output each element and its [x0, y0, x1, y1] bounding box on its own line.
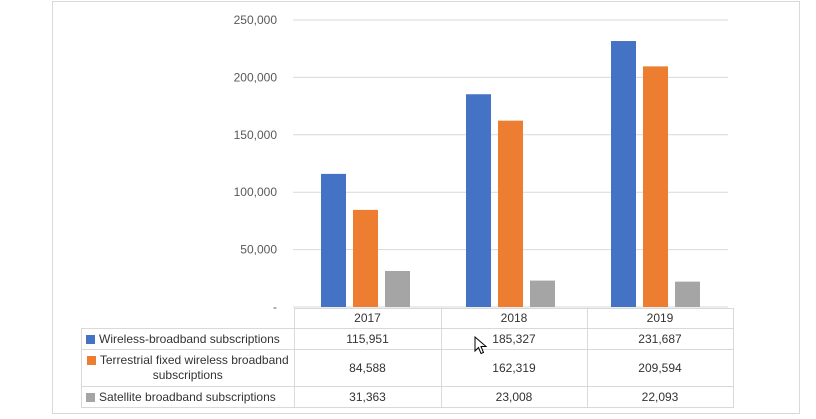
legend-swatch: [86, 355, 96, 365]
data-label: 84,588: [293, 348, 442, 387]
bar: [498, 120, 523, 307]
data-label: 209,594: [586, 348, 734, 387]
data-label: 31,363: [293, 385, 442, 408]
data-label: 185,327: [440, 327, 588, 350]
bar: [466, 94, 491, 308]
data-table: 2017 2018 2019 Wireless-broadband subscr…: [81, 308, 734, 408]
data-label: 115,951: [293, 327, 442, 350]
data-label: 162,319: [440, 348, 588, 387]
legend-swatch: [86, 334, 95, 344]
data-label: 231,687: [586, 327, 734, 350]
table-row: Terrestrial fixed wireless broadband sub…: [81, 348, 734, 387]
y-tick-label: 50,000: [240, 243, 277, 257]
category-label: 2017: [293, 308, 442, 329]
y-tick-label: 250,000: [234, 13, 278, 27]
mouse-pointer-icon: [474, 336, 488, 355]
legend-label: Wireless-broadband subscriptions: [99, 331, 280, 346]
table-row: Wireless-broadband subscriptions 115,951…: [81, 327, 734, 350]
legend-entry: Terrestrial fixed wireless broadband sub…: [81, 348, 295, 387]
table-header-row: 2017 2018 2019: [81, 308, 734, 329]
legend-swatch: [86, 392, 95, 402]
table-corner: [81, 308, 295, 329]
bar: [385, 270, 410, 307]
y-tick-label: -: [273, 300, 277, 314]
category-label: 2019: [586, 308, 734, 329]
legend-label: Satellite broadband subscriptions: [99, 389, 276, 404]
legend-entry: Wireless-broadband subscriptions: [81, 327, 295, 350]
bar: [675, 281, 700, 307]
table-row: Satellite broadband subscriptions 31,363…: [81, 385, 734, 408]
data-label: 22,093: [586, 385, 734, 408]
category-label: 2018: [440, 308, 588, 329]
bar: [611, 41, 636, 308]
y-tick-label: 150,000: [234, 128, 278, 142]
chart-frame: [52, 1, 800, 414]
bar: [321, 173, 346, 307]
legend-label: Terrestrial fixed wireless broadband sub…: [99, 352, 289, 382]
y-tick-label: 100,000: [234, 185, 278, 199]
data-label: 23,008: [440, 385, 588, 408]
bar: [353, 209, 378, 307]
y-tick-label: 200,000: [234, 70, 278, 84]
bar: [530, 280, 555, 307]
bar: [643, 66, 668, 308]
legend-entry: Satellite broadband subscriptions: [81, 385, 295, 408]
